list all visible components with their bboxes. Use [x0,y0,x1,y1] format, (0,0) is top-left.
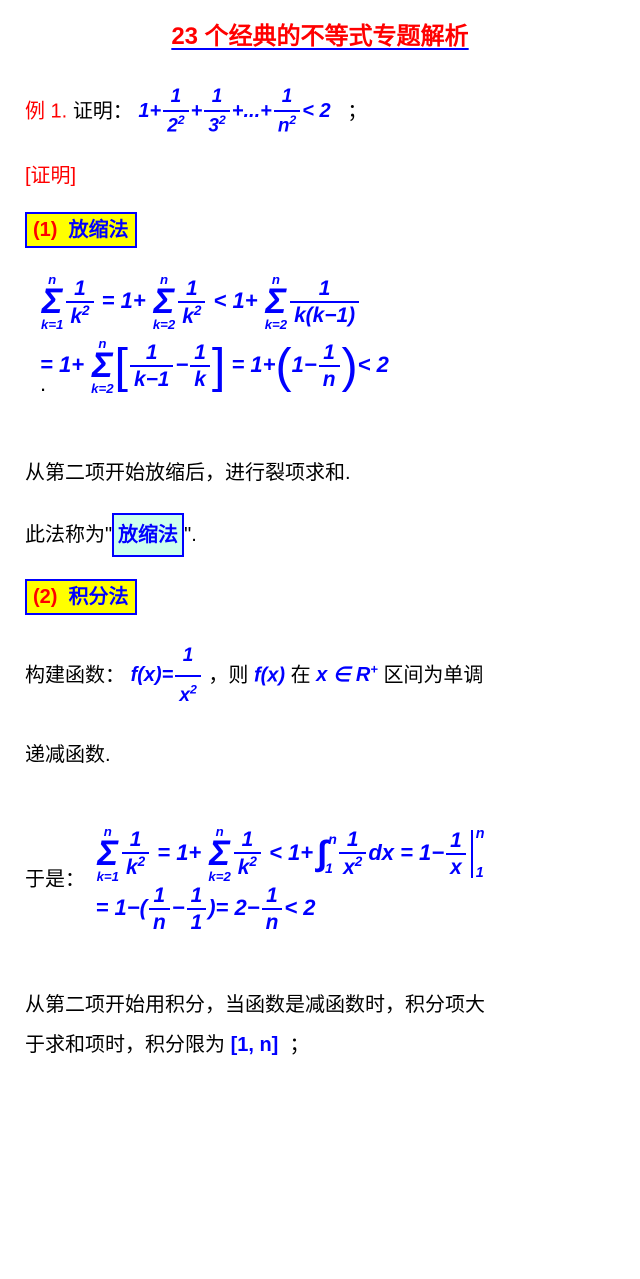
equation-block-1: nΣk=11k2 = 1+ nΣk=21k2 < 1+ nΣk=21k(k−1)… [40,273,615,428]
para-3: 构建函数： f(x)=1x2 ，则 f(x) 在 x ∈ R+ 区间为单调 [25,637,615,715]
p3d: 区间为单调 [383,664,483,686]
method2-num: (2) [33,586,57,608]
method-1-tag: (1) 放缩法 [25,212,615,248]
method2-name: 积分法 [69,586,129,608]
p3a: 构建函数： [25,664,125,686]
p2b-tag: 放缩法 [112,513,184,557]
stem-math: 1+122+132+...+1n2< 2 [138,100,336,122]
p6-lim: [1, n] [231,1034,279,1056]
proof-label: [证明] [25,162,615,190]
method1-num: (1) [33,219,57,241]
p2c: ". [184,524,197,546]
page-title: 23 个经典的不等式专题解析 [25,20,615,54]
stem-text: 证明： [73,100,133,122]
p2a: 此法称为" [25,524,112,546]
p3b: ，则 [208,664,248,686]
example-label: 例 1. [25,100,67,122]
p3-fx: f(x) [254,664,291,686]
para-6: 从第二项开始用积分，当函数是减函数时，积分项大 于求和项时，积分限为 [1, n… [25,985,615,1065]
para-1: 从第二项开始放缩后，进行裂项求和. [25,453,615,493]
p6a: 从第二项开始用积分，当函数是减函数时，积分项大 [25,994,485,1016]
example-1-stem: 例 1. 证明： 1+122+132+...+1n2< 2 ； [25,84,615,141]
p3c: 在 [291,664,311,686]
method1-name: 放缩法 [69,219,129,241]
p5a: 于是： [25,868,85,890]
stem-tail: ； [347,100,367,122]
p6c: ； [289,1034,309,1056]
equation-block-2-wrap: 于是： nΣk=11k2 = 1+ nΣk=21k2 < 1+ ∫n1 1x2d… [25,800,615,960]
method-2-tag: (2) 积分法 [25,579,615,615]
p3-func: f(x)=1x2 [131,664,203,686]
para-2: 此法称为"放缩法". [25,513,615,557]
para-4: 递减函数. [25,735,615,775]
p6b: 于求和项时，积分限为 [25,1034,225,1056]
p3-dom: x ∈ R+ [316,664,383,686]
